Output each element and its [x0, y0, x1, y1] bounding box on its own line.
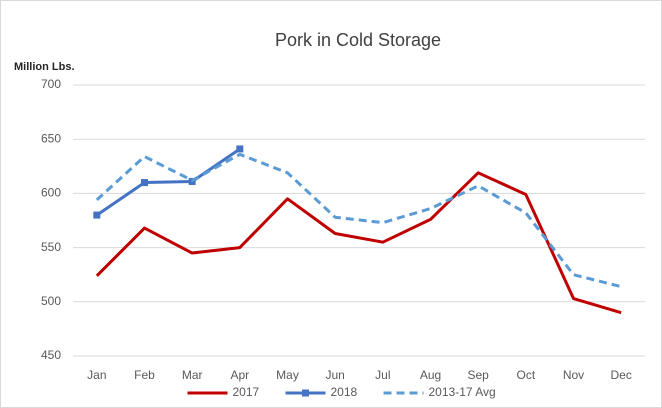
x-tick-label: Feb: [134, 368, 155, 382]
series-line: [95, 147, 241, 217]
x-tick-label: Aug: [420, 368, 441, 382]
x-tick-label: May: [276, 368, 299, 382]
chart-title: Pork in Cold Storage: [275, 30, 441, 50]
x-tick-label: Apr: [230, 368, 249, 382]
x-tick-label: Sep: [467, 368, 489, 382]
legend-label: 2018: [331, 385, 358, 399]
series-line: [95, 152, 622, 289]
y-tick-label: 650: [41, 131, 61, 145]
x-tick-label: Dec: [610, 368, 631, 382]
x-tick-label: Jul: [375, 368, 390, 382]
y-axis-label: Million Lbs.: [14, 61, 75, 73]
legend-label: 2013-17 Avg: [429, 385, 496, 399]
legend-marker: [302, 389, 309, 397]
y-tick-label: 500: [41, 294, 61, 308]
y-tick-label: 550: [41, 240, 61, 254]
y-tick-label: 450: [41, 348, 61, 362]
legend-label: 2017: [233, 385, 260, 399]
x-tick-label: Oct: [516, 368, 535, 382]
marker: [236, 145, 244, 153]
x-tick-label: Nov: [563, 368, 584, 382]
x-tick-label: Jun: [325, 368, 344, 382]
marker: [141, 179, 148, 187]
series-line: [95, 171, 622, 315]
x-tick-label: Jan: [87, 368, 106, 382]
marker: [93, 211, 101, 219]
y-tick-label: 600: [41, 186, 61, 200]
y-tick-label: 700: [41, 77, 61, 91]
x-tick-label: Mar: [182, 368, 203, 382]
